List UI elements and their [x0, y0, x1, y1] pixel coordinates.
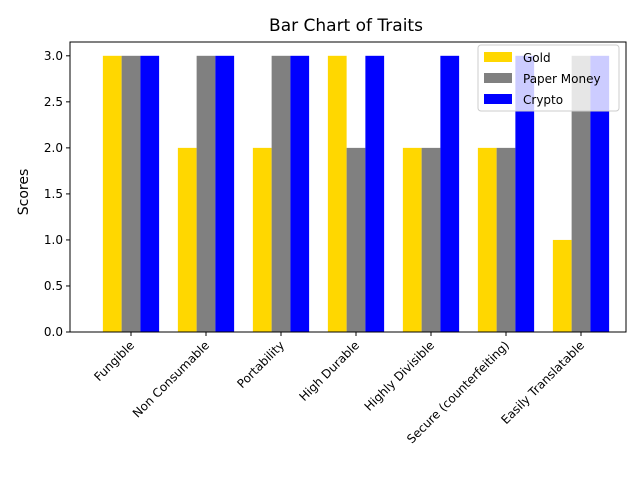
y-tick-label: 1.0: [44, 233, 63, 247]
legend-swatch-gold: [484, 52, 512, 62]
bar-gold-3: [327, 55, 347, 333]
bar-crypto-6: [590, 55, 610, 333]
bar-paper-money-3: [346, 147, 366, 332]
bar-gold-4: [402, 147, 422, 332]
bar-crypto-4: [440, 55, 460, 333]
bar-crypto-0: [140, 55, 160, 333]
bar-gold-5: [477, 147, 497, 332]
bar-gold-1: [177, 147, 197, 332]
bar-paper-money-6: [571, 55, 591, 333]
bar-paper-money-5: [496, 147, 516, 332]
bar-gold-2: [252, 147, 272, 332]
legend-label: Crypto: [523, 93, 563, 107]
bar-crypto-1: [215, 55, 235, 333]
bar-gold-0: [102, 55, 122, 333]
plot-frame: [69, 41, 627, 333]
y-tick-label: 1.5: [44, 187, 63, 201]
bar-crypto-3: [365, 55, 385, 333]
legend-box: [477, 44, 620, 112]
y-tick-label: 0.5: [44, 279, 63, 293]
bar-crypto-5: [515, 55, 535, 333]
y-tick-label: 2.0: [44, 141, 63, 155]
bars-layer: [102, 55, 610, 333]
y-tick-label: 0.0: [44, 325, 63, 339]
bar-paper-money-4: [421, 147, 441, 332]
chart-title: Bar Chart of Traits: [269, 16, 423, 36]
legend: Gold Paper Money Crypto: [477, 44, 620, 112]
legend-label: Paper Money: [523, 72, 601, 86]
bar-crypto-2: [290, 55, 310, 333]
y-axis-label: Scores: [16, 169, 32, 216]
legend-swatch-crypto: [484, 94, 512, 104]
bar-paper-money-1: [196, 55, 216, 333]
bar-gold-6: [552, 239, 572, 332]
y-tick-label: 2.5: [44, 95, 63, 109]
legend-label: Gold: [523, 51, 551, 65]
bar-paper-money-0: [121, 55, 141, 333]
legend-swatch-paper-money: [484, 73, 512, 83]
bar-paper-money-2: [271, 55, 291, 333]
y-tick-label: 3.0: [44, 49, 63, 63]
